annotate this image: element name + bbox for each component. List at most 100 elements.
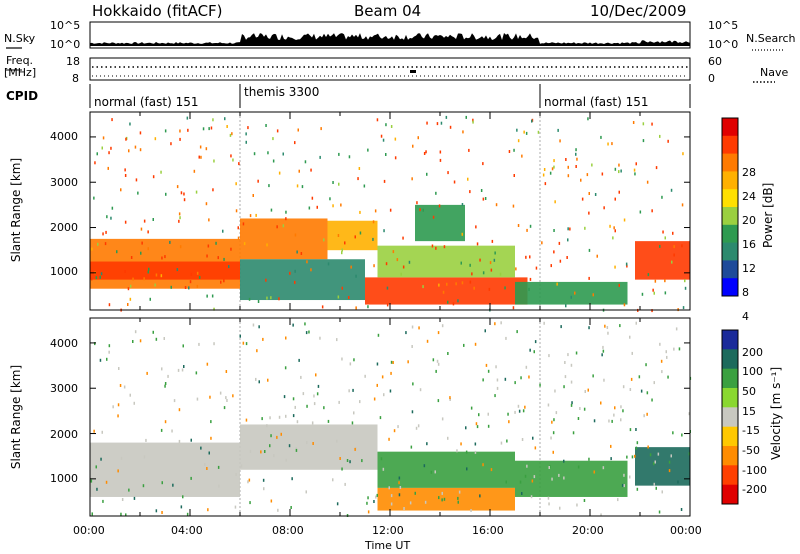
- velocity-speckle: [306, 404, 308, 408]
- power-speckle: [232, 158, 234, 162]
- velocity-speckle: [506, 439, 508, 443]
- velocity-speckle: [245, 418, 248, 422]
- power-speckle: [266, 243, 268, 247]
- velocity-speckle: [623, 484, 625, 488]
- velocity-speckle: [247, 480, 249, 484]
- velocity-speckle: [123, 385, 126, 389]
- velocity-speckle: [610, 457, 612, 461]
- velocity-speckle: [108, 344, 111, 348]
- velocity-speckle: [651, 398, 653, 402]
- power-speckle: [432, 215, 435, 219]
- velocity-speckle: [366, 501, 368, 505]
- power-speckle: [633, 168, 636, 172]
- power-speckle: [529, 224, 532, 228]
- velocity-speckle: [441, 491, 443, 495]
- power-speckle: [178, 219, 180, 223]
- velocity-speckle: [182, 344, 184, 348]
- velocity-speckle: [270, 499, 273, 503]
- power-speckle: [664, 236, 666, 240]
- freq-label: Freq.: [6, 54, 34, 67]
- velocity-speckle: [547, 496, 550, 500]
- velocity-speckle: [349, 460, 351, 464]
- power-speckle: [164, 129, 167, 133]
- power-speckle: [247, 126, 249, 130]
- velocity-speckle: [634, 454, 636, 458]
- power-speckle: [515, 267, 517, 271]
- velocity-speckle: [388, 437, 390, 441]
- velocity-speckle: [390, 360, 393, 364]
- velocity-speckle: [164, 384, 166, 388]
- power-speckle: [372, 237, 374, 241]
- velocity-speckle: [518, 409, 521, 413]
- velocity-speckle: [397, 425, 399, 429]
- power-speckle: [670, 188, 673, 192]
- power-speckle: [385, 262, 388, 266]
- power-speckle: [383, 229, 385, 233]
- power-speckle: [230, 154, 232, 158]
- velocity-speckle: [377, 333, 380, 337]
- power-speckle: [226, 125, 228, 128]
- velocity-speckle: [688, 412, 690, 416]
- power-speckle: [208, 127, 210, 131]
- velocity-speckle: [558, 473, 560, 477]
- power-speckle: [439, 150, 442, 154]
- power-speckle: [106, 215, 108, 219]
- velocity-speckle: [353, 358, 355, 362]
- power-speckle: [411, 177, 413, 181]
- velocity-speckle: [411, 345, 413, 348]
- velocity-speckle: [550, 436, 552, 440]
- velocity-speckle: [622, 385, 625, 389]
- velocity-speckle: [198, 342, 200, 346]
- velocity-speckle: [465, 426, 467, 430]
- power-speckle: [523, 130, 525, 134]
- velocity-speckle: [434, 470, 436, 474]
- velocity-speckle: [120, 512, 122, 516]
- power-speckle: [350, 265, 352, 269]
- power-speckle: [529, 255, 531, 259]
- power-speckle: [517, 224, 520, 227]
- xtick-4: 16:00: [472, 524, 504, 537]
- power-speckle: [588, 276, 590, 280]
- power-speckle: [652, 288, 654, 292]
- power-speckle: [134, 145, 137, 149]
- power-speckle: [99, 275, 101, 279]
- power-speckle: [105, 230, 107, 234]
- velocity-speckle: [457, 496, 459, 500]
- velocity-speckle: [376, 362, 379, 366]
- velocity-speckle: [196, 397, 199, 401]
- power-speckle: [664, 279, 666, 283]
- x-axis-title: Time UT: [365, 539, 411, 552]
- freq-tick-top: 18: [66, 55, 80, 68]
- velocity-speckle: [239, 334, 241, 338]
- freq-tick-bottom: 8: [72, 72, 79, 85]
- power-speckle: [282, 152, 284, 156]
- velocity-ytick-3000: 3000: [50, 382, 78, 395]
- power-speckle: [298, 169, 300, 173]
- power-speckle: [550, 264, 552, 268]
- nsearch-tick-top: 10^5: [708, 19, 739, 32]
- power-speckle: [596, 254, 598, 258]
- power-speckle: [426, 121, 428, 125]
- power-speckle: [161, 256, 163, 260]
- velocity-speckle: [543, 321, 545, 325]
- velocity-speckle: [354, 447, 356, 451]
- velocity-speckle: [620, 418, 622, 422]
- velocity-speckle: [269, 416, 271, 420]
- power-speckle: [189, 280, 192, 284]
- power-speckle: [634, 172, 636, 176]
- power-speckle: [169, 240, 171, 244]
- velocity-speckle: [487, 369, 490, 373]
- velocity-speckle: [349, 362, 352, 366]
- velocity-speckle: [341, 467, 343, 471]
- velocity-speckle: [579, 407, 581, 410]
- power-speckle: [268, 184, 270, 188]
- velocity-speckle: [610, 444, 612, 448]
- velocity-speckle: [554, 389, 556, 393]
- power-speckle: [348, 155, 351, 159]
- power-speckle: [316, 205, 318, 209]
- power-speckle: [128, 149, 130, 153]
- velocity-speckle: [102, 499, 104, 503]
- power-speckle: [662, 230, 664, 234]
- power-speckle: [455, 282, 457, 286]
- velocity-speckle: [680, 508, 683, 511]
